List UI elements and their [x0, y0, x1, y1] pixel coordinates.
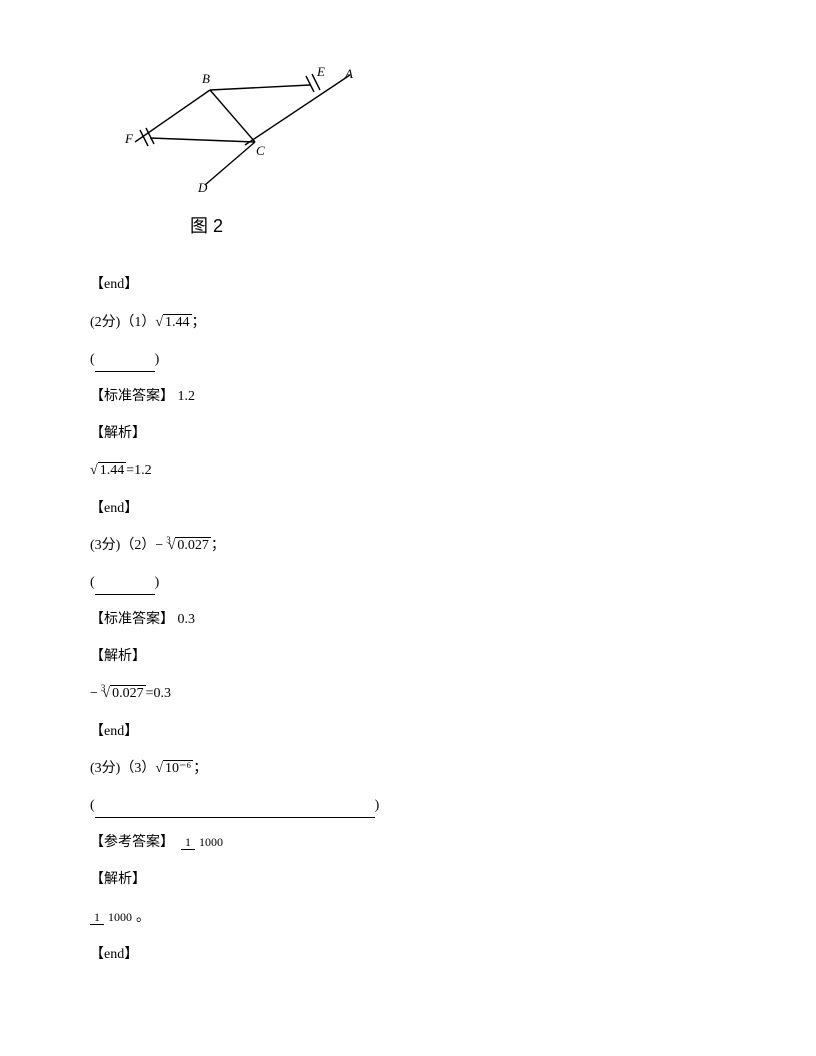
problem-line: (3分)（3）√10⁻⁶； — [90, 756, 726, 781]
problem-line: (3分)（2）−3√0.027； — [90, 533, 726, 558]
document-content: 【end】 (2分)（1）√1.44； () 【标准答案】 1.2 【解析】 √1.44=… — [90, 272, 726, 967]
fraction-line: 11000。 — [90, 905, 726, 930]
section-tag: 【解析】 — [90, 867, 726, 892]
geometry-figure: A E B C F D — [120, 60, 726, 200]
point-E: E — [316, 64, 325, 79]
point-A: A — [344, 66, 353, 81]
point-C: C — [256, 143, 265, 158]
answer-line: 【参考答案】 11000 — [90, 830, 726, 855]
problem-line: (2分)（1）√1.44； — [90, 310, 726, 335]
figure-svg: A E B C F D — [120, 60, 370, 200]
section-tag: 【解析】 — [90, 644, 726, 669]
section-tag: 【end】 — [90, 719, 726, 744]
section-tag: 【end】 — [90, 272, 726, 297]
answer-blank: () — [90, 793, 726, 818]
expression-line: √1.44=1.2 — [90, 458, 726, 483]
section-tag: 【end】 — [90, 496, 726, 521]
answer-blank: () — [90, 570, 726, 595]
answer-line: 【标准答案】 0.3 — [90, 607, 726, 632]
answer-line: 【标准答案】 1.2 — [90, 384, 726, 409]
point-D: D — [197, 180, 208, 195]
section-tag: 【解析】 — [90, 421, 726, 446]
point-F: F — [124, 131, 134, 146]
answer-blank: () — [90, 347, 726, 372]
section-tag: 【end】 — [90, 942, 726, 967]
expression-line: −3√0.027=0.3 — [90, 681, 726, 706]
point-B: B — [202, 71, 210, 86]
figure-caption: 图 2 — [190, 210, 726, 242]
